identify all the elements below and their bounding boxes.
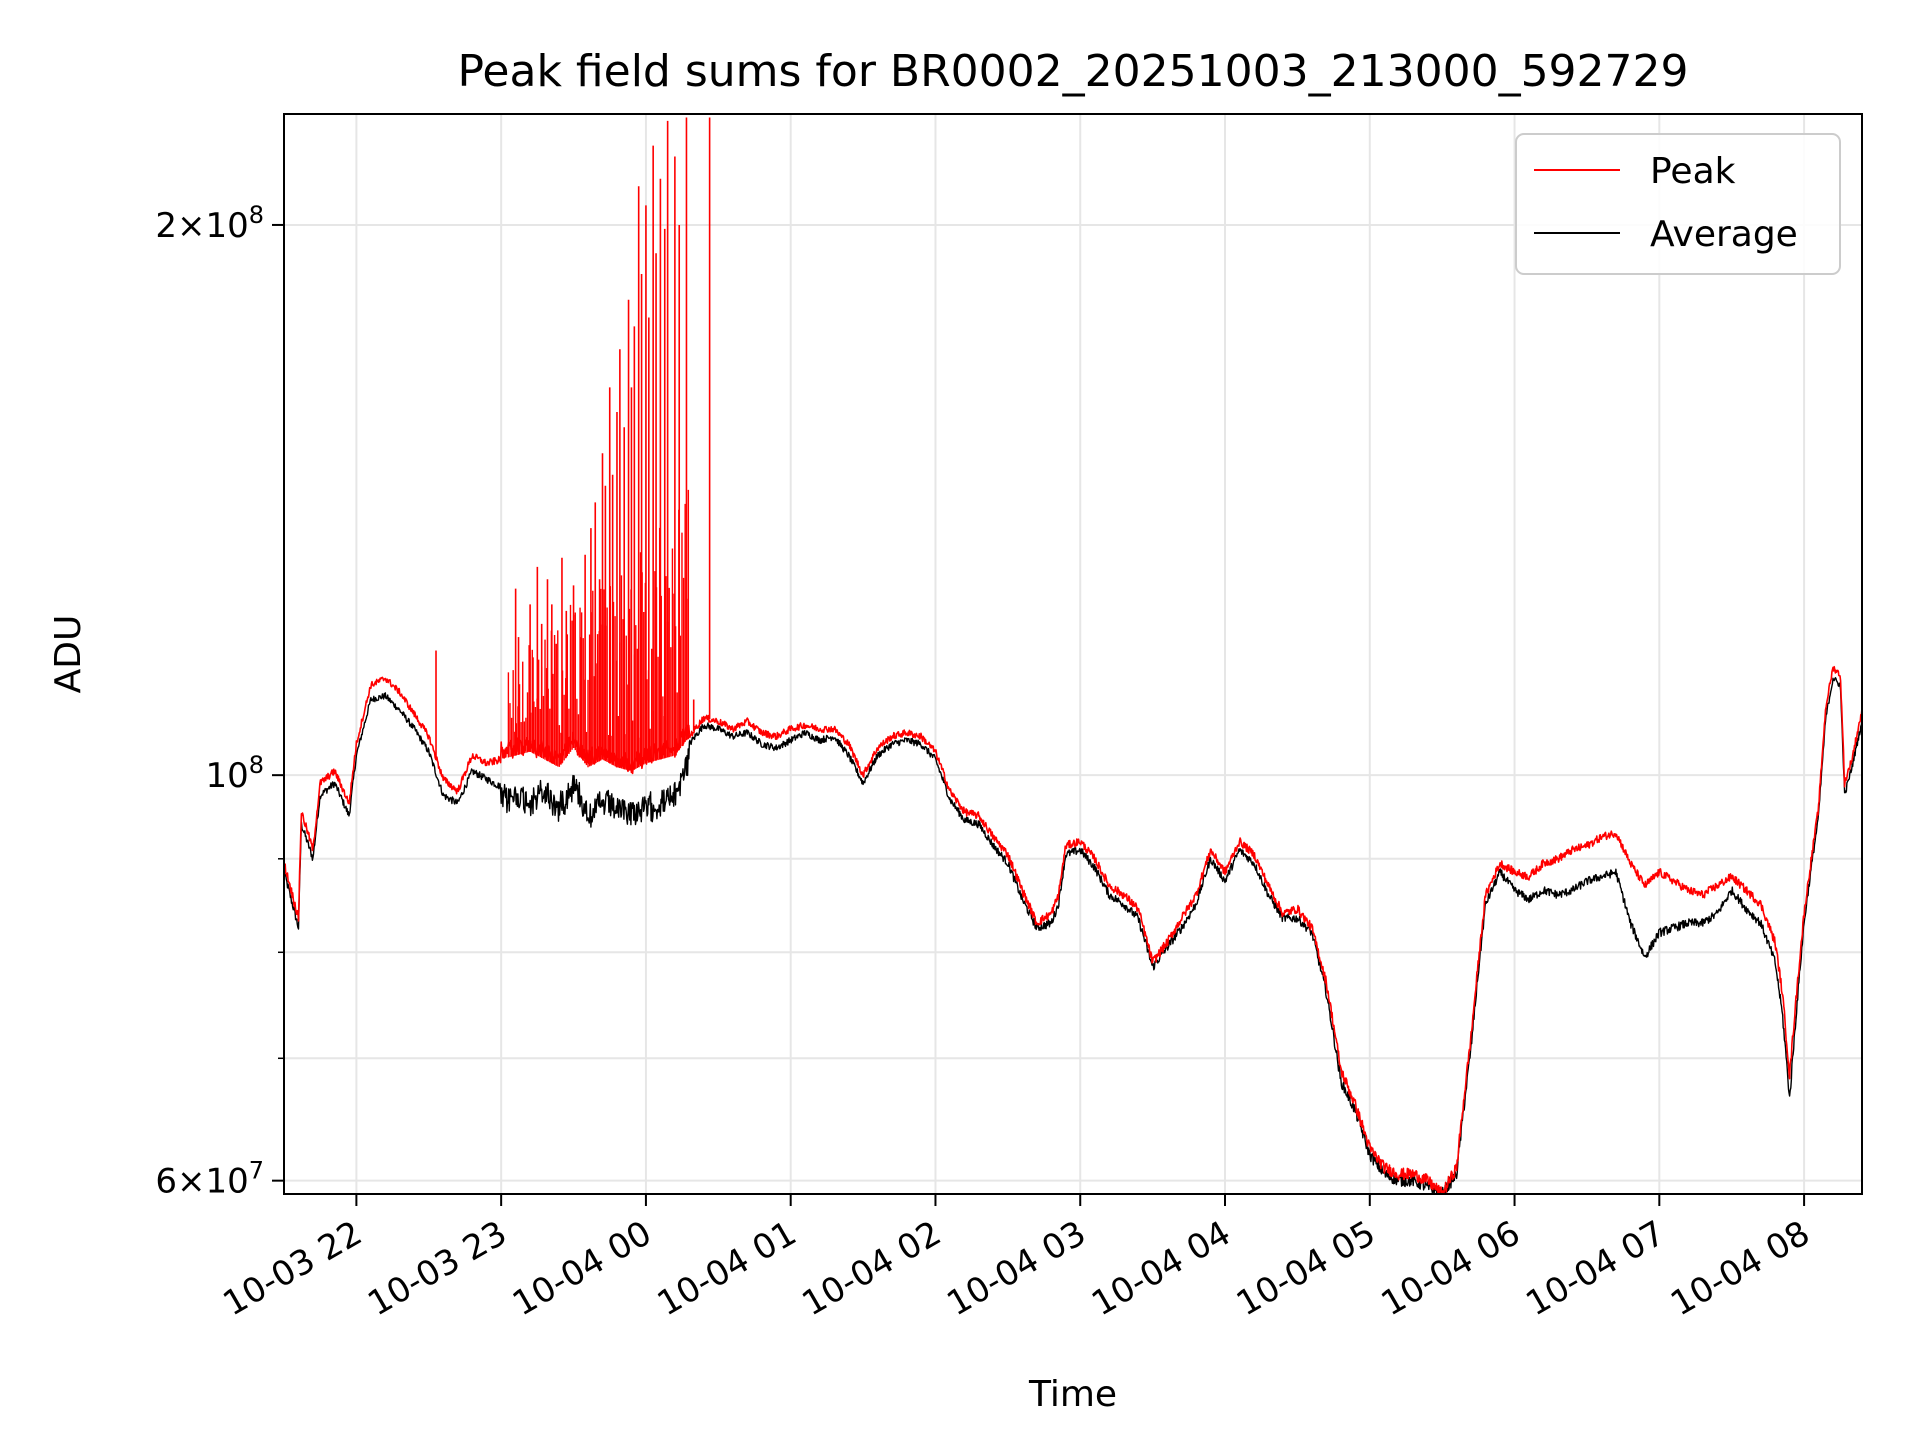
y-tick-exponent: 8 [249,201,264,229]
y-axis-label: ADU [48,615,89,694]
legend: Peak Average [1515,133,1841,275]
chart-title: Peak field sums for BR0002_20251003_2130… [457,46,1688,97]
y-tick-mantissa: 6×10 [155,1162,248,1202]
average-series-line [284,677,1862,1194]
legend-average-label: Average [1650,214,1798,255]
x-axis-label: Time [1028,1374,1117,1415]
y-tick-mantissa: 2×10 [155,206,248,246]
y-tick-exponent: 8 [249,751,264,779]
y-tick-exponent: 7 [249,1157,264,1185]
series-lines [284,117,1862,1194]
plot-frame [283,113,1863,1195]
y-tick-label: 2×108 [155,201,264,246]
y-tick-label: 6×107 [155,1157,264,1202]
y-tick-mantissa: 10 [205,756,248,796]
legend-peak-label: Peak [1650,151,1736,192]
y-tick-label: 108 [205,751,264,796]
